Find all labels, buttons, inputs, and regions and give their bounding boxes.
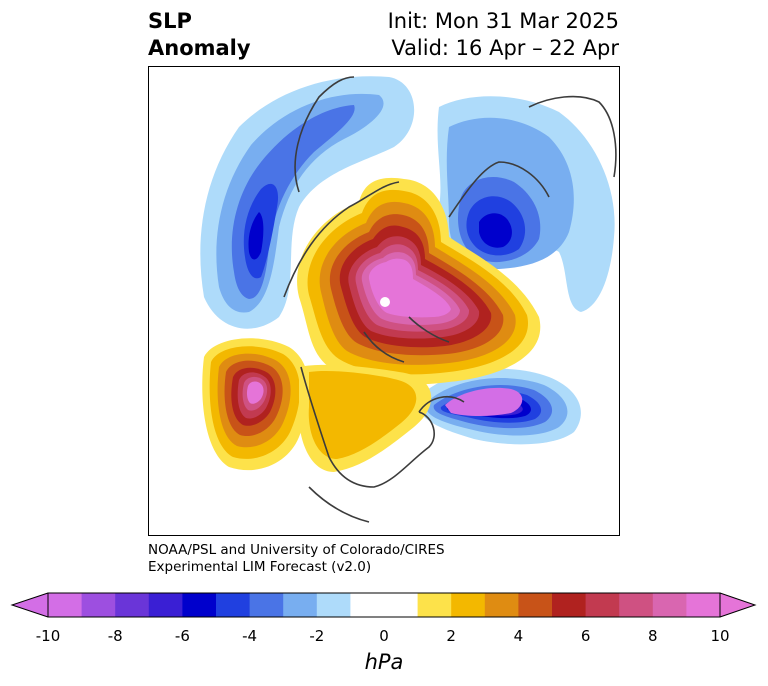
init-date: Init: Mon 31 Mar 2025 [387,9,619,33]
colorbar-cell [249,593,284,617]
colorbar-cell [518,593,553,617]
colorbar-cell [417,593,452,617]
colorbar-cell [451,593,486,617]
map-panel [148,66,620,536]
forecast-dates: Init: Mon 31 Mar 2025 Valid: 16 Apr – 22… [388,8,619,62]
title-line-1: SLP [148,9,192,33]
colorbar-outline [47,592,721,618]
colorbar-cell [552,593,587,617]
valid-range: Valid: 16 Apr – 22 Apr [391,36,619,60]
colorbar-tick-label: 0 [379,627,389,645]
slp-anomaly-map [200,76,617,523]
negative-anomaly-eurasia [437,96,615,313]
colorbar-over-arrow [720,593,755,617]
negative-anomaly-alaska [200,76,415,329]
colorbar-tick-label: 4 [513,627,524,645]
colorbar-cell [48,593,83,617]
colorbar-cell [652,593,687,617]
colorbar-cell [686,593,721,617]
colorbar-cell [81,593,116,617]
colorbar-cell [484,593,519,617]
colorbar-tick-labels: -10 -8 -6 -4 -2 0 2 4 6 8 10 [0,627,768,647]
colorbar-unit-label: hPa [364,650,404,674]
colorbar-cells [48,593,721,617]
colorbar-tick-label: -4 [242,627,258,645]
colorbar-cell [585,593,620,617]
negative-anomaly-atlantic [417,368,581,445]
colorbar-cell [115,593,150,617]
positive-anomaly-arctic [297,177,541,385]
colorbar-cell [216,593,251,617]
credit-line-2: Experimental LIM Forecast (v2.0) [148,559,372,575]
colorbar-cell [316,593,351,617]
colorbar-tick-label: 8 [648,627,658,645]
colorbar-cell [619,593,654,617]
credit-line-1: NOAA/PSL and University of Colorado/CIRE… [148,542,445,558]
colorbar-cell [283,593,318,617]
colorbar-arrow-outline [10,592,757,618]
colorbar-tick-label: 2 [446,627,456,645]
positive-anomaly-north-america [298,364,432,472]
colorbar-tick-label: -8 [107,627,123,645]
colorbar-cell [182,593,217,617]
colorbar-cell [350,593,385,617]
positive-anomaly-pacific [202,338,310,471]
colorbar-cell [148,593,183,617]
colorbar-tick-label: -10 [35,627,61,645]
colorbar-under-arrow [12,593,48,617]
map-title: SLP Anomaly [148,8,251,62]
coastlines [283,76,617,523]
colorbar-cell [384,593,419,617]
colorbar-tick-label: 10 [710,627,730,645]
title-line-2: Anomaly [148,36,251,60]
colorbar-tick-label: 6 [580,627,591,645]
colorbar-tick-label: -6 [174,627,190,645]
colorbar [10,592,757,618]
colorbar-tick-label: -2 [309,627,325,645]
credit-text: NOAA/PSL and University of Colorado/CIRE… [148,542,445,576]
